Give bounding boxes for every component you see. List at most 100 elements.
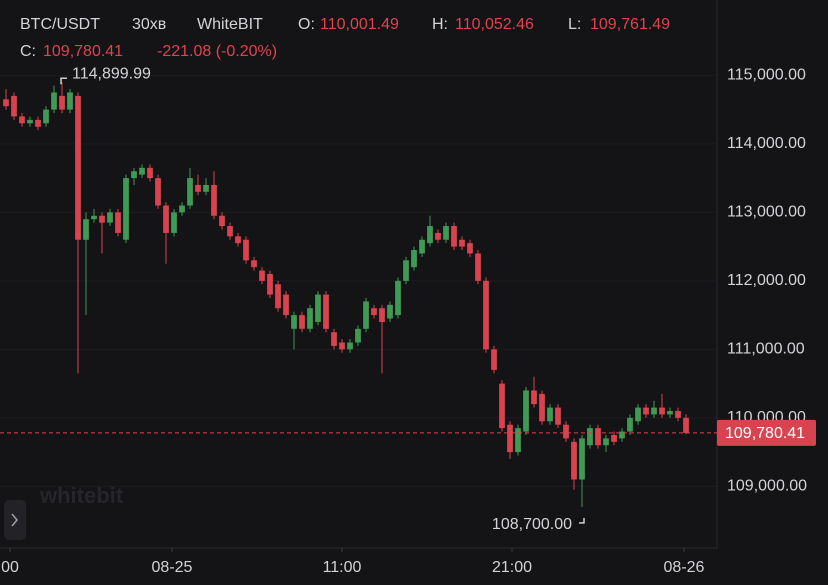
candle-body: [211, 184, 217, 216]
candle-body: [491, 349, 497, 370]
candle-body: [443, 226, 449, 240]
candle-body: [403, 260, 409, 281]
candle-body: [587, 428, 593, 446]
candle-body: [203, 184, 209, 192]
candle-body: [395, 280, 401, 316]
candle-body: [115, 212, 121, 233]
candle-body: [571, 441, 577, 480]
candle-body: [627, 417, 633, 432]
candle-body: [619, 431, 625, 439]
candle-body: [227, 226, 233, 237]
candle-body: [43, 109, 49, 124]
x-tick-label: 08-25: [152, 559, 193, 576]
candle-body: [347, 342, 353, 350]
candle-body: [315, 294, 321, 322]
plot-area: [0, 74, 717, 507]
candle-body: [579, 438, 585, 480]
candle-body: [475, 253, 481, 281]
candle-body: [363, 301, 369, 329]
candle-body: [267, 274, 273, 295]
candle-body: [259, 270, 265, 281]
candle-body: [283, 294, 289, 316]
open-label: O:: [298, 16, 315, 33]
symbol: BTC/USDT: [20, 16, 100, 33]
candle-body: [51, 92, 57, 110]
candle-body: [387, 304, 393, 319]
candle-body: [35, 119, 41, 127]
candle-body: [323, 294, 329, 329]
candle-body: [83, 219, 89, 240]
candle-body: [67, 92, 73, 110]
candle-body: [563, 424, 569, 439]
candle-body: [379, 308, 385, 322]
high-label: H:: [432, 16, 448, 33]
candle-body: [483, 280, 489, 350]
high-marker-label: 114,899.99: [72, 65, 151, 82]
candle-body: [195, 184, 201, 192]
y-tick-label: 115,000.00: [727, 67, 806, 84]
candle-body: [515, 428, 521, 453]
y-tick-label: 109,000.00: [727, 478, 807, 495]
candle-body: [19, 116, 25, 124]
candle-body: [355, 328, 361, 343]
candle-body: [59, 95, 65, 110]
candle-body: [371, 308, 377, 316]
y-tick-label: 114,000.00: [727, 135, 806, 152]
candle-body: [75, 95, 81, 240]
watermark: whitebit: [39, 483, 124, 508]
change-value: -221.08 (-0.20%): [157, 43, 277, 60]
candle-body: [147, 167, 153, 179]
candle-body: [163, 205, 169, 233]
candle-body: [411, 250, 417, 268]
candle-body: [467, 243, 473, 254]
candle-body: [219, 215, 225, 227]
candle-body: [171, 212, 177, 233]
candle-body: [427, 226, 433, 244]
low-marker-label: 108,700.00: [492, 516, 572, 533]
high-value: 110,052.46: [455, 16, 534, 33]
low-value: 109,761.49: [590, 16, 670, 33]
candle-body: [331, 332, 337, 346]
x-tick-label: 08-26: [664, 559, 705, 576]
y-tick-label: 112,000.00: [727, 272, 806, 289]
candle-body: [275, 284, 281, 309]
candle-body: [11, 95, 17, 117]
candle-body: [507, 424, 513, 453]
candle-body: [243, 239, 249, 261]
x-tick-label: 21:00: [492, 559, 532, 576]
candle-body: [435, 232, 441, 240]
high-marker-arrow: [60, 77, 67, 85]
scroll-button[interactable]: [4, 500, 26, 540]
candle-body: [131, 171, 137, 179]
candle-body: [683, 417, 689, 433]
x-tick-label: 11:00: [323, 559, 362, 576]
candle-body: [675, 411, 681, 418]
candle-body: [139, 167, 145, 175]
candle-body: [27, 119, 33, 124]
low-marker-arrow: [579, 517, 585, 524]
y-tick-label: 111,000.00: [727, 341, 805, 358]
close-label: C:: [20, 43, 36, 60]
candle-body: [291, 315, 297, 329]
last-price-label: 109,780.41: [725, 425, 805, 442]
candle-body: [499, 383, 505, 429]
candle-body: [339, 342, 345, 350]
candle-body: [531, 390, 537, 405]
candle-body: [539, 393, 545, 422]
candle-body: [187, 178, 193, 206]
candle-body: [595, 428, 601, 446]
exchange: WhiteBIT: [197, 16, 263, 33]
open-value: 110,001.49: [320, 16, 399, 33]
candle-body: [611, 434, 617, 442]
candle-body: [651, 407, 657, 415]
candle-body: [3, 99, 9, 107]
candle-body: [523, 390, 529, 432]
candle-body: [107, 212, 113, 223]
candle-body: [251, 260, 257, 268]
candle-body: [603, 438, 609, 446]
y-tick-label: 113,000.00: [727, 204, 806, 221]
interval: 30хв: [132, 16, 166, 33]
candle-body: [299, 315, 305, 329]
